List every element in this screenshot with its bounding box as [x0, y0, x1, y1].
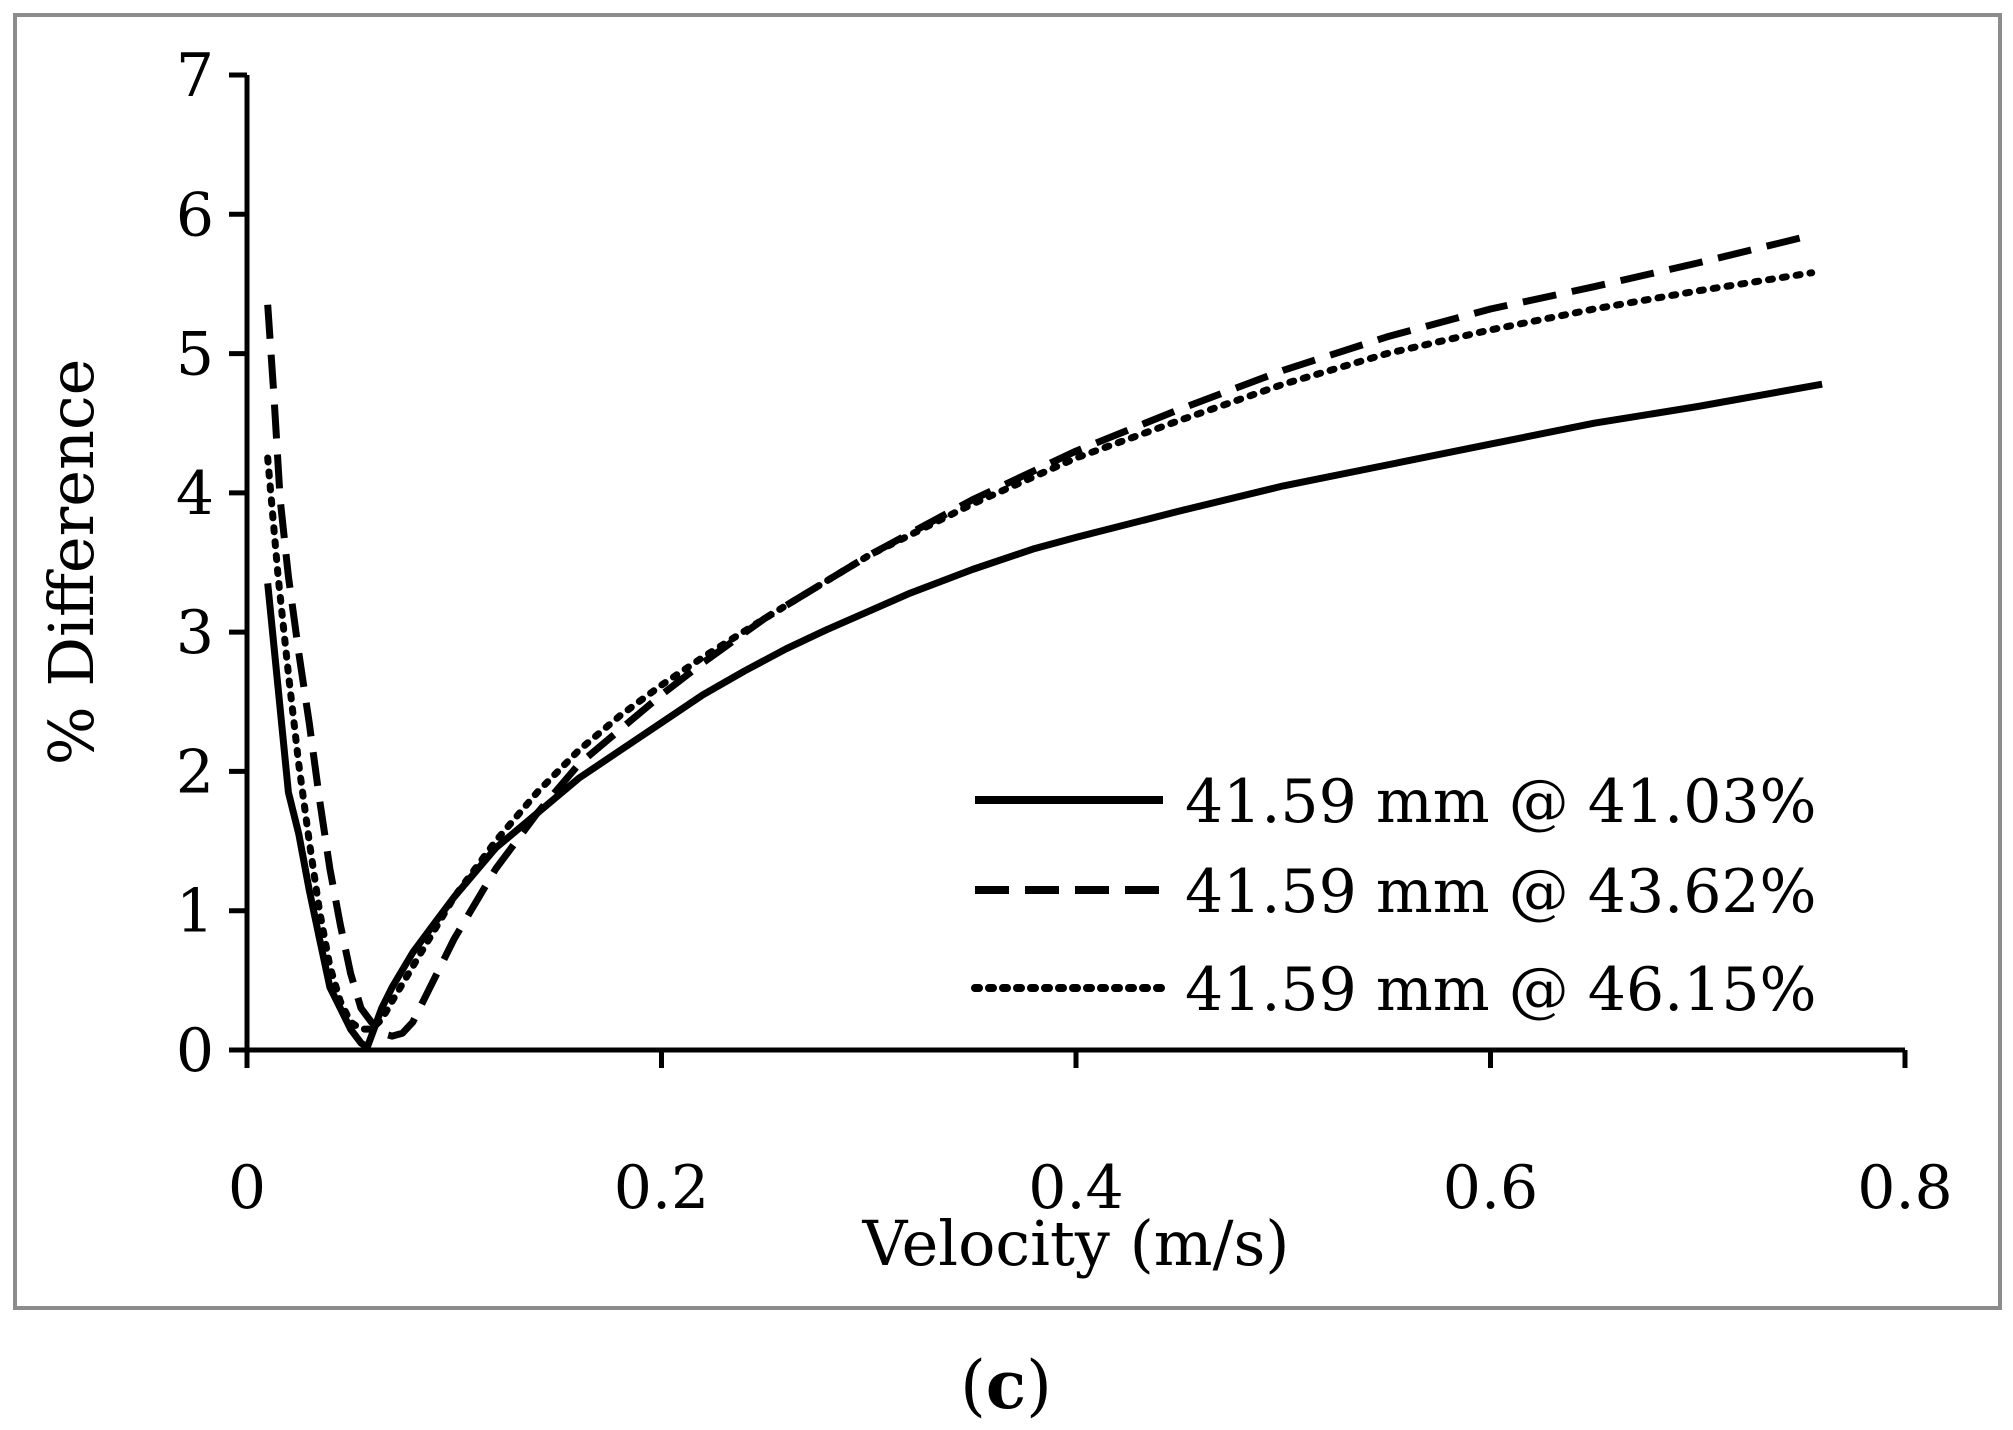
y-tick-label: 5 — [176, 320, 214, 390]
y-tick-label: 2 — [176, 737, 214, 807]
x-tick-label: 0.8 — [1857, 1153, 1952, 1223]
figure-caption: (c) — [960, 1346, 1052, 1424]
y-tick-label: 7 — [176, 41, 214, 111]
legend: 41.59 mm @ 41.03% 41.59 mm @ 43.62% 41.5… — [971, 767, 1817, 1025]
legend-label-series-1: 41.59 mm @ 41.03% — [1185, 767, 1817, 837]
legend-label-series-2: 41.59 mm @ 43.62% — [1185, 857, 1817, 927]
y-tick-label: 1 — [176, 877, 214, 947]
axis-tick-labels: 0 1 2 3 4 5 6 7 0 0.2 0.4 0.6 0.8 — [176, 41, 1953, 1223]
series-layer — [264, 231, 1823, 1051]
x-axis-title: Velocity (m/s) — [861, 1207, 1289, 1280]
caption-letter: c — [986, 1346, 1026, 1424]
x-tick-label: 0.4 — [1028, 1153, 1123, 1223]
series-line-3 — [264, 269, 1816, 1033]
series-line-2 — [264, 231, 1813, 1040]
axis-ticks — [229, 72, 1908, 1068]
series-line-1 — [264, 380, 1823, 1051]
y-tick-label: 6 — [176, 180, 214, 250]
legend-label-series-3: 41.59 mm @ 46.15% — [1185, 955, 1817, 1025]
x-tick-label: 0.2 — [614, 1153, 709, 1223]
x-tick-label: 0.6 — [1443, 1153, 1538, 1223]
y-tick-label: 4 — [176, 459, 214, 529]
caption-close-paren: ) — [1026, 1347, 1052, 1424]
x-tick-label: 0 — [228, 1153, 266, 1223]
y-axis-title: % Difference — [35, 359, 108, 766]
chart-border — [13, 13, 2002, 1310]
y-tick-label: 3 — [176, 598, 214, 668]
caption-open-paren: ( — [960, 1347, 986, 1424]
y-tick-label: 0 — [176, 1016, 214, 1086]
